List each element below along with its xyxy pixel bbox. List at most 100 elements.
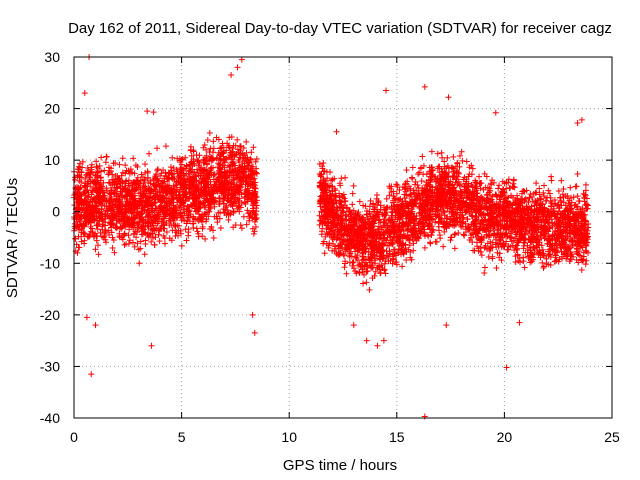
data-point — [144, 174, 151, 181]
data-point — [156, 189, 163, 196]
data-point — [133, 177, 140, 184]
data-point — [80, 205, 87, 212]
data-point — [231, 165, 238, 172]
data-point — [83, 172, 90, 179]
data-point — [235, 204, 242, 211]
data-point — [229, 161, 236, 168]
data-point — [145, 223, 152, 230]
data-point — [74, 212, 81, 219]
data-points — [71, 54, 592, 420]
data-point — [84, 187, 91, 194]
data-point — [238, 163, 245, 170]
data-point — [211, 213, 218, 220]
data-point — [109, 244, 116, 251]
data-point — [201, 177, 208, 184]
data-point — [111, 249, 118, 256]
data-point — [157, 211, 164, 218]
data-point — [231, 179, 238, 186]
data-point — [99, 187, 106, 194]
data-point — [123, 240, 130, 247]
data-point — [220, 200, 227, 207]
data-point — [95, 251, 102, 258]
data-point — [196, 152, 203, 159]
data-point — [250, 144, 257, 151]
data-point — [119, 155, 126, 162]
data-point — [93, 203, 100, 210]
data-point — [217, 224, 224, 231]
data-point — [87, 170, 94, 177]
data-point — [72, 235, 79, 242]
data-point — [76, 172, 83, 179]
data-point — [251, 190, 258, 197]
data-point — [107, 191, 114, 198]
data-point — [94, 242, 101, 249]
data-point — [146, 213, 153, 220]
data-point — [196, 204, 203, 211]
data-point — [136, 260, 143, 267]
data-point — [248, 191, 255, 198]
data-point — [110, 160, 117, 167]
data-point — [98, 233, 105, 240]
data-point — [106, 167, 113, 174]
data-point — [131, 195, 138, 202]
data-point — [146, 150, 153, 157]
data-point — [210, 235, 217, 242]
data-point — [204, 137, 211, 144]
data-point — [74, 249, 81, 256]
data-point — [225, 216, 232, 223]
data-point — [149, 220, 156, 227]
data-point — [207, 145, 214, 152]
data-point — [92, 246, 99, 253]
data-point — [113, 220, 120, 227]
data-point — [169, 154, 176, 161]
data-point — [142, 237, 149, 244]
data-point — [244, 185, 251, 192]
data-point — [192, 208, 199, 215]
data-point — [90, 207, 97, 214]
data-point — [180, 167, 187, 174]
data-point — [228, 154, 235, 161]
data-point — [170, 202, 177, 209]
data-point — [185, 170, 192, 177]
data-point — [82, 176, 89, 183]
data-point — [80, 189, 87, 196]
data-point — [95, 195, 102, 202]
data-point — [223, 147, 230, 154]
data-point — [160, 167, 167, 174]
data-point — [246, 215, 253, 222]
data-point — [182, 178, 189, 185]
data-point — [211, 171, 218, 178]
data-point — [97, 183, 104, 190]
data-point — [240, 174, 247, 181]
data-point — [206, 129, 213, 136]
data-point — [238, 199, 245, 206]
data-point — [169, 176, 176, 183]
data-point — [154, 145, 161, 152]
data-point — [229, 151, 236, 158]
data-point — [194, 228, 201, 235]
data-point — [174, 214, 181, 221]
data-point — [148, 238, 155, 245]
data-point — [194, 166, 201, 173]
data-point — [184, 217, 191, 224]
data-point — [152, 193, 159, 200]
data-point — [167, 164, 174, 171]
data-point — [81, 215, 88, 222]
data-point — [139, 202, 146, 209]
data-point — [99, 218, 106, 225]
data-point — [196, 193, 203, 200]
data-point — [200, 156, 207, 163]
data-point — [200, 183, 207, 190]
data-point — [242, 199, 249, 206]
data-point — [81, 190, 88, 197]
data-point — [135, 246, 142, 253]
data-point — [76, 177, 83, 184]
data-point — [73, 241, 80, 248]
data-point — [129, 169, 136, 176]
data-point — [194, 158, 201, 165]
data-point — [217, 145, 224, 152]
data-point — [242, 181, 249, 188]
data-point — [213, 134, 220, 141]
data-point — [207, 201, 214, 208]
